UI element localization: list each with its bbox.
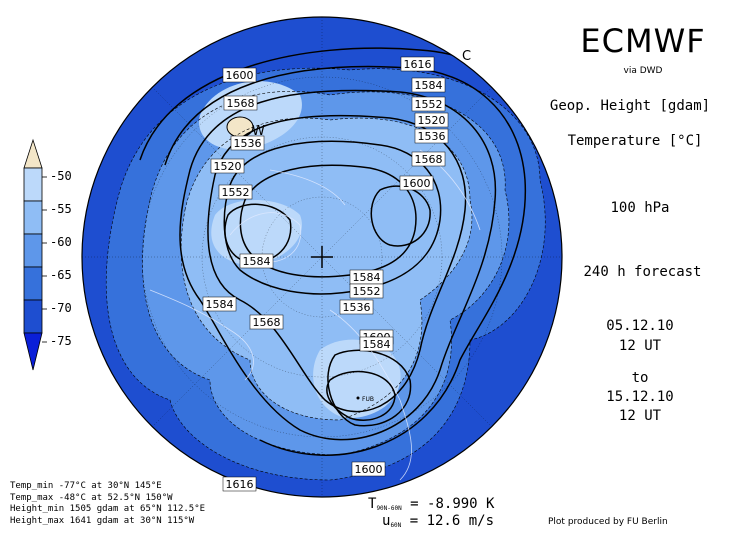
brand-source: via DWD bbox=[623, 66, 663, 76]
contour-label-text: 1520 bbox=[418, 114, 446, 127]
warm-marker: W bbox=[252, 124, 265, 139]
contour-label-text: 1584 bbox=[363, 338, 391, 351]
contour-label-text: 1536 bbox=[234, 137, 262, 150]
legend-tick: -75 bbox=[50, 334, 72, 348]
contour-label: 1536 bbox=[339, 299, 374, 315]
mean-temp: T90N-60N = -8.990 K bbox=[368, 496, 494, 512]
contour-label-text: 1568 bbox=[227, 97, 255, 110]
contour-label: 1584 bbox=[349, 269, 384, 285]
mean-wind-sub: 60N bbox=[390, 522, 402, 529]
to-label: to bbox=[631, 370, 649, 386]
start-date: 05.12.10 bbox=[606, 318, 674, 334]
field-temperature: Temperature [°C] bbox=[567, 133, 703, 149]
contour-label: 1536 bbox=[230, 135, 265, 151]
mean-wind-value: = 12.6 m/s bbox=[409, 513, 495, 529]
contour-label-text: 1568 bbox=[253, 316, 281, 329]
contour-label: 1600 bbox=[399, 175, 434, 191]
contour-label: 1552 bbox=[218, 184, 253, 200]
city-label: FUB bbox=[362, 396, 374, 403]
end-time: 12 UT bbox=[618, 408, 662, 424]
legend-tick: -50 bbox=[50, 169, 72, 183]
contour-label: 1584 bbox=[411, 77, 446, 93]
contour-label-text: 1552 bbox=[353, 285, 381, 298]
credit: Plot produced by FU Berlin bbox=[548, 517, 668, 527]
contour-label-text: 1584 bbox=[243, 255, 271, 268]
contour-label-text: 1584 bbox=[353, 271, 381, 284]
field-geop-height: Geop. Height [gdam] bbox=[549, 98, 711, 114]
stat-height-max: Height_max 1641 gdam at 30°N 115°W bbox=[10, 515, 195, 526]
cold-marker: C bbox=[462, 49, 471, 64]
contour-label: 1520 bbox=[210, 158, 245, 174]
contour-label: 1568 bbox=[223, 95, 258, 111]
contour-label-text: 1552 bbox=[222, 186, 250, 199]
contour-label-text: 1584 bbox=[206, 298, 234, 311]
stat-height-min: Height_min 1505 gdam at 65°N 112.5°E bbox=[10, 504, 206, 514]
city-dot bbox=[356, 396, 360, 400]
legend-tick: -55 bbox=[50, 202, 72, 216]
contour-label-text: 1616 bbox=[404, 58, 432, 71]
contour-label-text: 1536 bbox=[418, 130, 446, 143]
contour-label: 1600 bbox=[222, 67, 257, 83]
contour-label: 1584 bbox=[202, 296, 237, 312]
legend-tick: -60 bbox=[50, 235, 72, 249]
legend-bar bbox=[23, 138, 47, 371]
brand-title: ECMWF bbox=[580, 22, 706, 60]
contour-label: 1568 bbox=[249, 314, 284, 330]
forecast-range: 240 h forecast bbox=[583, 264, 702, 280]
contour-label-text: 1600 bbox=[355, 463, 383, 476]
contour-label: 1616 bbox=[400, 56, 435, 72]
contour-label: 1552 bbox=[411, 96, 446, 112]
start-time: 12 UT bbox=[618, 338, 662, 354]
temp-isotherms bbox=[105, 67, 546, 481]
end-date: 15.12.10 bbox=[606, 389, 674, 405]
stats-block: Temp_min -77°C at 30°N 145°E Temp_max -48… bbox=[10, 481, 205, 527]
contour-label: 1584 bbox=[239, 253, 274, 269]
contour-label-text: 1616 bbox=[226, 478, 254, 491]
contour-label: 1552 bbox=[349, 283, 384, 299]
contour-label-text: 1520 bbox=[214, 160, 242, 173]
pressure-level: 100 hPa bbox=[610, 200, 670, 216]
pole-marker bbox=[311, 246, 333, 268]
mean-temp-value: = -8.990 K bbox=[410, 496, 495, 512]
contour-label: 1520 bbox=[414, 112, 449, 128]
contour-label-text: 1584 bbox=[415, 79, 443, 92]
contour-labels: 1616 1600 1584 1568 1552 1536 1520 1520 1536 1552… bbox=[202, 56, 449, 492]
contour-label-text: 1600 bbox=[226, 69, 254, 82]
contour-label-text: 1568 bbox=[415, 153, 443, 166]
contour-label-text: 1552 bbox=[415, 98, 443, 111]
contour-label: 1600 bbox=[351, 461, 386, 477]
contour-label-text: 1600 bbox=[403, 177, 431, 190]
contour-label: 1616 bbox=[222, 476, 257, 492]
mean-temp-symbol: T bbox=[368, 496, 377, 512]
mean-wind: u60N = 12.6 m/s bbox=[382, 513, 494, 529]
contour-label: 1584 bbox=[359, 336, 394, 352]
color-legend: -50 -55 -60 -65 -70 -75 bbox=[14, 138, 74, 378]
mean-wind-symbol: u bbox=[382, 513, 391, 529]
contour-label-text: 1536 bbox=[343, 301, 371, 314]
contour-label: 1568 bbox=[411, 151, 446, 167]
contour-label: 1536 bbox=[414, 128, 449, 144]
stat-temp-min: Temp_min -77°C at 30°N 145°E bbox=[10, 481, 162, 491]
legend-tick: -70 bbox=[50, 301, 72, 315]
mean-temp-sub: 90N-60N bbox=[376, 505, 402, 512]
legend-tick: -65 bbox=[50, 268, 72, 282]
stat-temp-max: Temp_max -48°C at 52.5°N 150°W bbox=[10, 492, 173, 503]
